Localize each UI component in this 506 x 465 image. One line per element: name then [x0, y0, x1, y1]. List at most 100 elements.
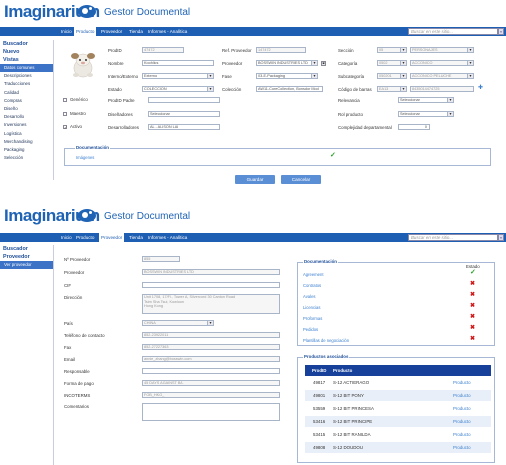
responsable-field[interactable]	[142, 368, 280, 374]
doc-link-imagenes[interactable]: Imágenes	[76, 155, 95, 160]
nav-inicio[interactable]: Inicio	[61, 235, 72, 240]
sidebar-item-traducciones[interactable]: Traducciones	[4, 81, 31, 87]
doc-link-proformas[interactable]: Proformas	[303, 316, 323, 321]
col-producto[interactable]: Producto	[333, 368, 353, 373]
nav-tienda[interactable]: Tienda	[129, 235, 143, 240]
open-proveedor-icon[interactable]: ▣	[321, 61, 326, 66]
subcategoria-code-select[interactable]: 050201	[377, 73, 407, 79]
table-row: 53416 S-12 BIT PRINCIPE Producto	[305, 416, 491, 427]
nav-producto[interactable]: Producto	[74, 27, 97, 36]
sidebar-item-descripciones[interactable]: Descripciones	[4, 73, 32, 79]
relevancia-label: Relevancia	[338, 98, 360, 103]
ref-proveedor-field[interactable]: 147472	[256, 47, 306, 53]
estado-select[interactable]: COLECCION	[142, 86, 214, 92]
nav-producto[interactable]: Producto	[76, 235, 95, 240]
row-link[interactable]: Producto	[453, 393, 471, 398]
search-input[interactable]: Buscar en este sitio...	[408, 28, 498, 35]
generico-checkbox[interactable]	[63, 98, 67, 102]
nproveedor-field[interactable]: 855	[142, 256, 180, 262]
col-prodid[interactable]: ProdID	[312, 368, 327, 373]
sidebar-item-calidad[interactable]: Calidad	[4, 89, 19, 95]
fax-label: Fax	[64, 345, 72, 350]
seccion-select[interactable]: PERSONAJES	[410, 47, 474, 53]
sidebar-header-nuevo[interactable]: Nuevo	[3, 49, 20, 55]
sidebar-item-merchandising[interactable]: Merchandising	[4, 138, 33, 144]
email-field[interactable]: annie_zhang@bosswin.com	[142, 356, 280, 362]
doc-link-agreement[interactable]: Agreement	[303, 272, 324, 277]
doc-link-avales[interactable]: Avales	[303, 294, 316, 299]
sidebar-item-diseno[interactable]: Diseño	[4, 105, 18, 111]
nav-informes[interactable]: Informes - Analítica	[148, 235, 188, 240]
logo-mark-icon	[78, 209, 96, 222]
brand-logo[interactable]: Imaginarium	[4, 206, 100, 225]
doc-link-licencias[interactable]: Licencias	[303, 305, 321, 310]
seccion-code-select[interactable]: 05	[377, 47, 407, 53]
search-input[interactable]: Buscar en este sitio...	[408, 234, 498, 241]
sidebar-header-buscador[interactable]: Buscador	[3, 41, 28, 47]
row-link[interactable]: Producto	[453, 432, 471, 437]
doc-link-pedidos[interactable]: Pedidos	[303, 327, 319, 332]
fase-select[interactable]: 03-E-Packaging	[256, 73, 318, 79]
cross-icon: ✖	[470, 281, 476, 287]
activo-checkbox[interactable]: ✓	[63, 125, 68, 130]
categoria-code-select[interactable]: 0502	[377, 60, 407, 66]
pais-label: País	[64, 321, 73, 326]
subcategoria-select[interactable]: ACCONICO PELUCHE	[410, 73, 474, 79]
proveedor-field[interactable]: BOSSWIN INDUSTRIES LTD	[142, 269, 280, 275]
cif-field[interactable]	[142, 282, 280, 288]
prodid-padre-field[interactable]	[148, 97, 220, 103]
add-barcode-icon[interactable]: ✚	[478, 85, 484, 91]
sidebar-item-inversiones[interactable]: Inversiones	[4, 122, 27, 128]
search-button[interactable]: »	[498, 234, 504, 241]
incoterms-field[interactable]: FOB_HKG_	[142, 392, 280, 398]
direccion-label: Dirección	[64, 295, 83, 300]
check-icon: ✓	[470, 269, 476, 276]
categoria-select[interactable]: ACCONICO	[410, 60, 474, 66]
cancel-button[interactable]: Cancelar	[281, 175, 321, 184]
sidebar-item-logistica[interactable]: Logística	[4, 130, 22, 136]
sidebar-header-buscador[interactable]: Buscador	[3, 246, 28, 252]
sidebar-item-ver-proveedor[interactable]: Ver proveedor	[0, 261, 53, 270]
brand-logo[interactable]: Imaginarium	[4, 2, 100, 21]
proveedor-select[interactable]: BOSSWIN INDUSTRIES LTD	[256, 60, 318, 66]
rol-select[interactable]: Seleccionar	[398, 111, 454, 117]
doc-link-contratos[interactable]: Contratos	[303, 283, 322, 288]
sidebar-item-desarrollo[interactable]: Desarrollo	[4, 114, 25, 120]
doc-link-plantillas[interactable]: Plantillas de negociación	[303, 338, 350, 343]
comentarios-label: Comentarios	[64, 404, 89, 409]
disenadores-field[interactable]: Seleccionar	[148, 111, 220, 117]
relevancia-select[interactable]: Seleccionar	[398, 97, 454, 103]
nav-proveedor[interactable]: Proveedor	[99, 233, 125, 242]
comentarios-field[interactable]	[142, 403, 280, 421]
interno-select[interactable]: Externo	[142, 73, 214, 79]
maestro-checkbox[interactable]	[63, 112, 67, 116]
nav-informes[interactable]: Informes - Analítica	[148, 29, 188, 34]
sidebar-item-packaging[interactable]: Packaging	[4, 146, 25, 152]
sidebar-item-datos-comunes[interactable]: Datos comunes	[0, 64, 53, 73]
codigo-barras-field[interactable]: 8435014474725	[410, 86, 474, 92]
row-link[interactable]: Producto	[453, 380, 471, 385]
sidebar-item-seleccion[interactable]: Selección	[4, 155, 24, 161]
nav-inicio[interactable]: Inicio	[61, 29, 72, 34]
pais-select[interactable]: CHINA	[142, 320, 214, 326]
desarrolladores-field[interactable]: AL - ALISON LAI	[148, 124, 220, 130]
telefono-field[interactable]: 852-23922011	[142, 332, 280, 338]
prodid-field[interactable]: 47472	[142, 47, 184, 53]
fax-field[interactable]: 852-27227363	[142, 344, 280, 350]
row-link[interactable]: Producto	[453, 419, 471, 424]
nav-tienda[interactable]: Tienda	[129, 29, 143, 34]
complejidad-field[interactable]: 0	[398, 124, 430, 130]
row-link[interactable]: Producto	[453, 445, 471, 450]
proveedor-label: Proveedor	[222, 61, 243, 66]
nav-proveedor[interactable]: Proveedor	[101, 29, 123, 34]
coleccion-field[interactable]: AW11-CoreCollection, Bonsdor Mod	[256, 86, 323, 92]
row-link[interactable]: Producto	[453, 406, 471, 411]
nombre-field[interactable]: Koohlics	[142, 60, 214, 66]
direccion-field[interactable]: Unit 1708, 17/Fl., Tower A, Silvercord 3…	[142, 294, 280, 314]
table-row: 53559 S-12 BIT PRINCESA Producto	[305, 403, 491, 414]
forma-pago-field[interactable]: 45 DAYS AGAINST B/L	[142, 380, 280, 386]
search-button[interactable]: »	[498, 28, 504, 35]
codigo-barras-type-select[interactable]: EA13	[377, 86, 407, 92]
save-button[interactable]: Guardar	[235, 175, 275, 184]
sidebar-item-compras[interactable]: Compras	[4, 97, 22, 103]
